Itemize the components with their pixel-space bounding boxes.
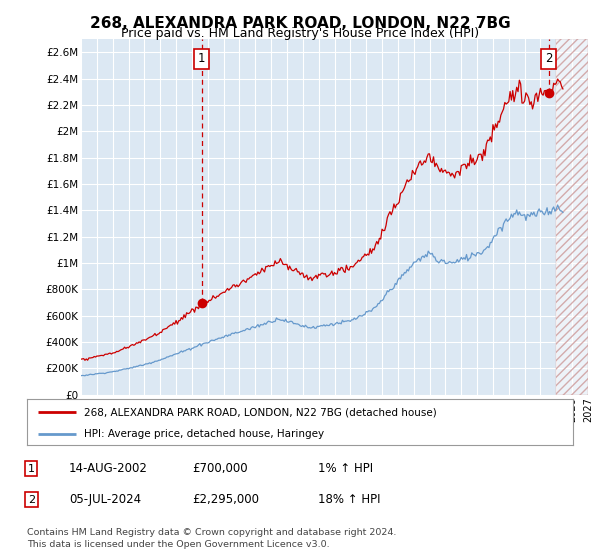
Text: 14-AUG-2002: 14-AUG-2002 xyxy=(69,462,148,475)
Text: HPI: Average price, detached house, Haringey: HPI: Average price, detached house, Hari… xyxy=(85,429,325,438)
Text: This data is licensed under the Open Government Licence v3.0.: This data is licensed under the Open Gov… xyxy=(27,540,329,549)
Text: 268, ALEXANDRA PARK ROAD, LONDON, N22 7BG: 268, ALEXANDRA PARK ROAD, LONDON, N22 7B… xyxy=(89,16,511,31)
Bar xyxy=(556,39,588,395)
Text: £700,000: £700,000 xyxy=(192,462,248,475)
Text: Price paid vs. HM Land Registry's House Price Index (HPI): Price paid vs. HM Land Registry's House … xyxy=(121,27,479,40)
Text: 268, ALEXANDRA PARK ROAD, LONDON, N22 7BG (detached house): 268, ALEXANDRA PARK ROAD, LONDON, N22 7B… xyxy=(85,407,437,417)
Text: 2: 2 xyxy=(545,53,553,66)
Text: 1% ↑ HPI: 1% ↑ HPI xyxy=(318,462,373,475)
Text: 2: 2 xyxy=(28,494,35,505)
Text: 18% ↑ HPI: 18% ↑ HPI xyxy=(318,493,380,506)
Bar xyxy=(556,39,588,395)
Text: Contains HM Land Registry data © Crown copyright and database right 2024.: Contains HM Land Registry data © Crown c… xyxy=(27,528,397,536)
Text: 1: 1 xyxy=(28,464,35,474)
Text: 1: 1 xyxy=(198,53,205,66)
Text: £2,295,000: £2,295,000 xyxy=(192,493,259,506)
Text: 05-JUL-2024: 05-JUL-2024 xyxy=(69,493,141,506)
